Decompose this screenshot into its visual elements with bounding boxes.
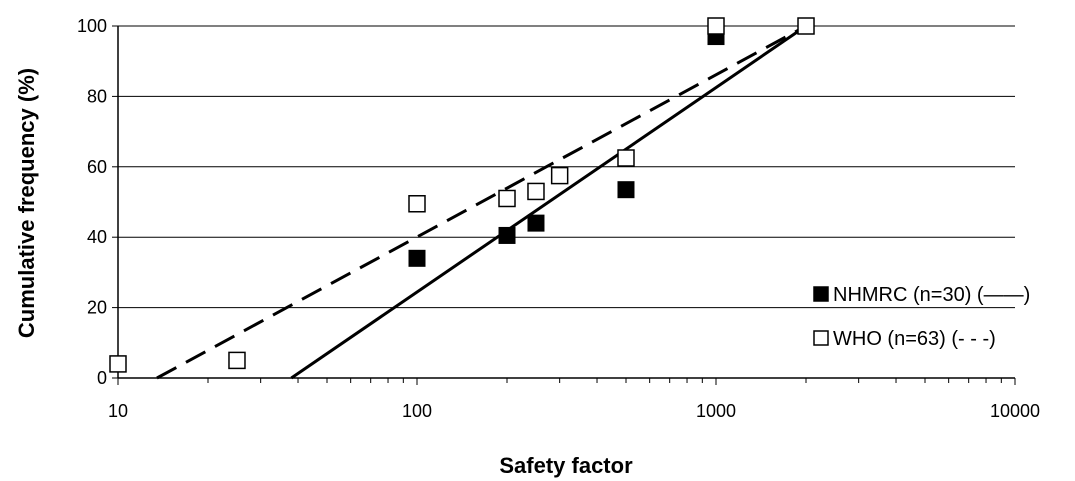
- data-point-series-2: [498, 189, 516, 208]
- data-point-series-2: [550, 166, 569, 185]
- data-point-series-1: [498, 226, 516, 244]
- data-point-series-2: [797, 17, 815, 35]
- legend: NHMRC (n=30) (——) WHO (n=63) (- - -): [813, 284, 1030, 350]
- y-tick-label: 0: [97, 368, 107, 388]
- fit-line-2: [156, 24, 807, 380]
- data-point-series-1: [527, 214, 545, 232]
- x-tick-label: 10000: [990, 401, 1040, 421]
- data-point-series-2: [109, 355, 127, 373]
- y-tick-labels: 0 20 40 60 80 100: [77, 16, 107, 388]
- y-tick-label: 100: [77, 16, 107, 36]
- data-point-series-2: [707, 17, 725, 35]
- data-points: [109, 17, 815, 373]
- x-tick-label: 10: [108, 401, 128, 421]
- x-tick-labels: 10 100 1000 10000: [108, 401, 1040, 421]
- grid-lines: [112, 25, 1015, 379]
- legend-marker-1: [813, 286, 829, 302]
- y-tick-label: 60: [87, 157, 107, 177]
- x-axis-title: Safety factor: [499, 453, 633, 478]
- data-point-series-1: [408, 249, 426, 267]
- y-tick-label: 20: [87, 298, 107, 318]
- legend-label-2: WHO (n=63) (- - -): [833, 328, 996, 350]
- data-point-series-2: [228, 351, 246, 370]
- data-point-series-1: [617, 181, 635, 199]
- y-tick-label: 80: [87, 86, 107, 106]
- legend-label-1: NHMRC (n=30) (——): [833, 284, 1030, 306]
- data-point-series-2: [408, 195, 426, 213]
- x-tick-label: 1000: [696, 401, 736, 421]
- fit-lines: [156, 24, 807, 380]
- axes: [117, 26, 1016, 385]
- x-tick-label: 100: [402, 401, 432, 421]
- fit-line-1: [290, 24, 807, 380]
- y-axis-title: Cumulative frequency (%): [14, 68, 39, 338]
- data-point-series-2: [617, 149, 635, 167]
- y-tick-label: 40: [87, 227, 107, 247]
- data-point-series-2: [527, 182, 545, 201]
- legend-marker-2: [813, 330, 829, 346]
